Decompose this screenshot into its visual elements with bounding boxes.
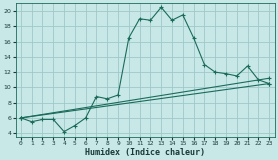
X-axis label: Humidex (Indice chaleur): Humidex (Indice chaleur)	[85, 148, 205, 156]
